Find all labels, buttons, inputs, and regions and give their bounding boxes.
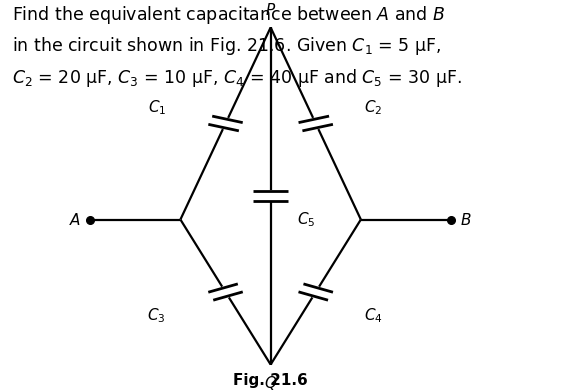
Text: $C_2$ = 20 μF, $C_3$ = 10 μF, $C_4$ = 40 μF and $C_5$ = 30 μF.: $C_2$ = 20 μF, $C_3$ = 10 μF, $C_4$ = 40…	[12, 67, 462, 89]
Text: $C_1$: $C_1$	[147, 98, 166, 117]
Text: $A$: $A$	[69, 212, 81, 227]
Text: $C_3$: $C_3$	[147, 306, 166, 325]
Text: $Q$: $Q$	[264, 374, 278, 392]
Text: $B$: $B$	[460, 212, 471, 227]
Text: $C_5$: $C_5$	[297, 210, 315, 229]
Text: Find the equivalent capacitance between $A$ and $B$: Find the equivalent capacitance between …	[12, 4, 445, 26]
Text: in the circuit shown in Fig. 21.6. Given $C_1$ = 5 μF,: in the circuit shown in Fig. 21.6. Given…	[12, 35, 441, 57]
Text: $C_2$: $C_2$	[364, 98, 382, 117]
Text: Fig. 21.6: Fig. 21.6	[233, 373, 308, 388]
Text: $P$: $P$	[265, 2, 276, 18]
Text: $C_4$: $C_4$	[364, 306, 382, 325]
